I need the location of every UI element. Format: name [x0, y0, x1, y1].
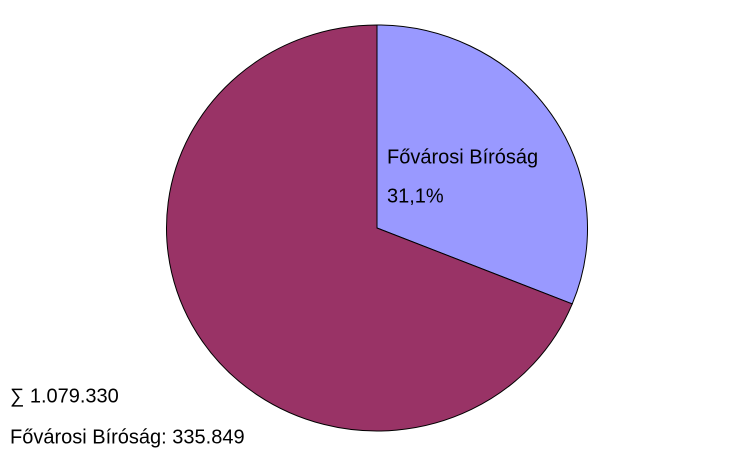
value-annotation: Fővárosi Bíróság: 335.849 [10, 426, 245, 448]
pie-slice [376, 24, 588, 305]
total-annotation: ∑ 1.079.330 [10, 385, 119, 407]
slice-label: Fővárosi Bíróság [387, 146, 538, 168]
pie-slice [166, 24, 573, 432]
slice-value-label: 31,1% [387, 185, 444, 207]
